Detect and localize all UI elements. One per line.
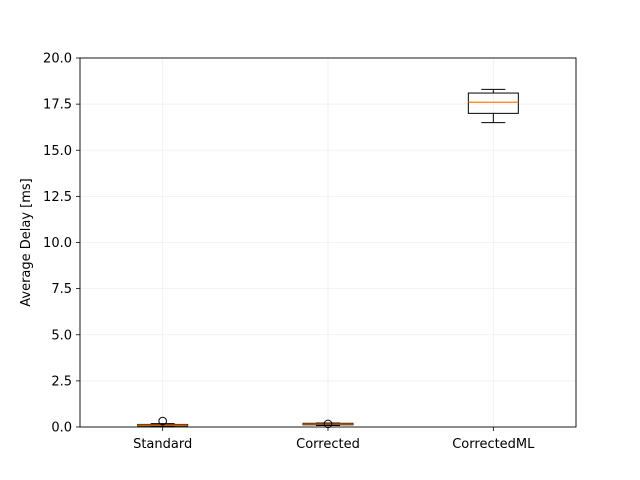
y-tick-label: 20.0: [43, 52, 72, 67]
outlier-point: [158, 416, 167, 426]
y-tick-label: 7.5: [51, 282, 72, 297]
x-tick-label: Corrected: [296, 437, 360, 452]
box-correctedml: [467, 88, 519, 124]
y-tick-label: 5.0: [51, 328, 72, 343]
y-tick-label: 2.5: [51, 374, 72, 389]
x-tick-label: Standard: [133, 437, 192, 452]
y-tick-label: 15.0: [43, 144, 72, 159]
y-tick-label: 17.5: [43, 98, 72, 113]
y-axis-label: Average Delay [ms]: [19, 178, 34, 307]
y-tick-label: 0.0: [51, 421, 72, 436]
plot-frame: [79, 57, 577, 428]
x-tick-label: CorrectedML: [452, 437, 535, 452]
box-corrected: [302, 419, 354, 429]
y-tick-label: 10.0: [43, 236, 72, 251]
tick-labels: 0.0 2.5 5.0 7.5 10.0 12.5 15.0 17.5 20.0 Standard…: [43, 52, 535, 453]
axes: [76, 57, 577, 431]
iqr-box: [467, 92, 519, 114]
boxes: [137, 88, 519, 429]
y-tick-label: 12.5: [43, 190, 72, 205]
